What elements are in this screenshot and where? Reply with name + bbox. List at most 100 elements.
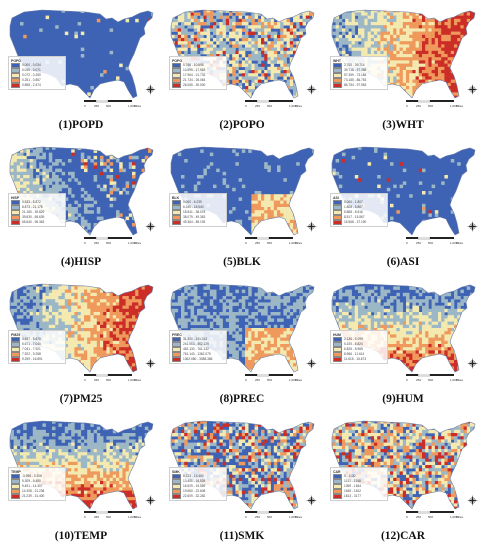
county-cell [303, 6, 307, 10]
county-cell [39, 286, 43, 290]
county-cell [171, 12, 175, 16]
county-cell [254, 213, 259, 217]
county-cell [87, 318, 91, 322]
county-cell [184, 102, 188, 106]
county-cell [390, 76, 394, 80]
county-cell [428, 92, 432, 96]
county-cell [283, 12, 287, 16]
county-cell [165, 220, 169, 224]
county-cell [177, 92, 182, 96]
county-cell [55, 284, 59, 287]
county-cell [476, 76, 480, 80]
county-cell [286, 216, 291, 221]
county-cell [80, 152, 85, 157]
county-cell [4, 197, 8, 201]
county-cell [68, 191, 72, 195]
county-cell [374, 38, 378, 42]
county-cell [222, 22, 227, 26]
county-cell [406, 63, 410, 68]
county-cell [267, 197, 271, 201]
county-cell [112, 305, 117, 310]
county-cell [434, 73, 439, 77]
county-cell [280, 200, 284, 205]
county-cell [264, 44, 268, 48]
county-cell [58, 286, 62, 290]
county-cell [364, 44, 368, 48]
county-cell [406, 95, 410, 98]
county-cell [441, 47, 445, 52]
county-cell [52, 289, 56, 294]
county-cell [428, 6, 432, 10]
county-cell [165, 175, 169, 179]
county-cell [296, 216, 300, 221]
county-cell [225, 28, 230, 32]
county-cell [30, 239, 33, 243]
county-cell [62, 236, 66, 240]
county-cell [193, 92, 198, 96]
county-cell [45, 191, 50, 195]
county-cell [419, 6, 423, 10]
county-cell [122, 292, 126, 297]
county-cell [364, 102, 368, 106]
county-cell [96, 289, 101, 294]
county-cell [90, 289, 94, 294]
county-cell [135, 315, 139, 319]
county-cell [187, 25, 191, 29]
county-cell [219, 38, 223, 42]
county-cell [409, 34, 413, 39]
county-cell [29, 324, 34, 329]
county-cell [210, 99, 214, 103]
county-cell [305, 28, 310, 32]
county-cell [32, 305, 37, 310]
county-cell [148, 302, 152, 306]
county-cell [315, 102, 319, 106]
county-cell [125, 305, 130, 310]
county-cell [74, 143, 78, 147]
county-cell [476, 44, 480, 48]
county-cell [174, 10, 179, 13]
county-cell [273, 203, 278, 208]
county-cell [415, 44, 420, 48]
county-cell [23, 155, 27, 160]
county-cell [232, 66, 236, 71]
county-cell [296, 25, 300, 29]
county-cell [409, 22, 413, 26]
county-cell [20, 184, 24, 189]
county-cell [312, 232, 314, 235]
scale-label: 1,000 [128, 104, 136, 108]
county-cell [36, 236, 40, 240]
county-cell [80, 223, 85, 227]
county-cell [42, 292, 46, 297]
county-cell [390, 102, 394, 106]
county-cell [463, 47, 468, 52]
county-cell [119, 324, 123, 329]
county-cell [74, 216, 78, 221]
county-cell [29, 328, 34, 332]
county-cell [377, 184, 381, 189]
county-cell [299, 210, 303, 214]
county-cell [132, 280, 136, 284]
county-cell [32, 149, 37, 153]
county-cell [248, 44, 252, 48]
county-cell [33, 242, 37, 246]
county-cell [177, 152, 182, 157]
county-cell [273, 226, 278, 230]
county-cell [454, 70, 458, 74]
county-cell [293, 60, 297, 64]
county-cell [254, 200, 259, 205]
county-cell [286, 200, 291, 205]
county-cell [144, 315, 149, 319]
county-cell [374, 12, 378, 16]
county-cell [181, 147, 185, 150]
county-cell [248, 63, 252, 68]
county-cell [406, 38, 410, 42]
county-cell [296, 200, 300, 205]
county-cell [80, 159, 85, 163]
county-cell [286, 210, 291, 214]
county-cell [20, 328, 24, 332]
county-cell [74, 312, 78, 316]
county-cell [32, 312, 37, 316]
county-cell [273, 38, 278, 42]
county-cell [342, 10, 346, 13]
county-cell [241, 73, 246, 77]
